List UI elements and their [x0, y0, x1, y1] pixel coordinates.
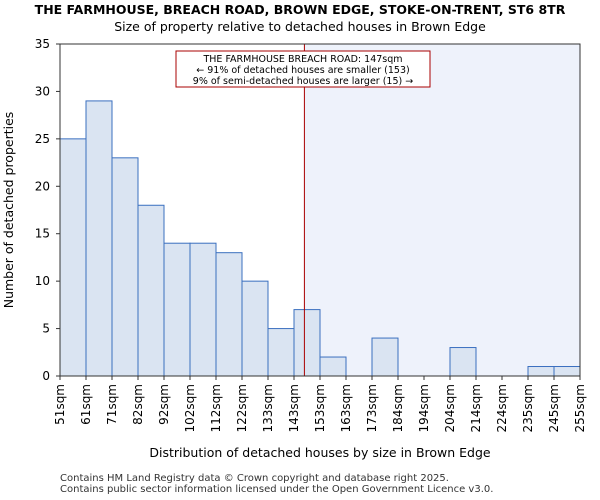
larger-region-highlight: [304, 44, 580, 376]
y-axis-ticks: 0 5 10 15 20 25 30 35: [35, 37, 60, 383]
x-tick-label: 235sqm: [521, 384, 535, 432]
x-tick-label: 82sqm: [131, 384, 145, 425]
bar-102sqm: [189, 242, 217, 377]
x-tick-label: 61sqm: [79, 384, 93, 425]
y-tick-label: 25: [35, 132, 50, 146]
bar-153sqm: [319, 356, 347, 377]
bar-245sqm: [553, 366, 581, 377]
footer-line-1: Contains HM Land Registry data © Crown c…: [60, 473, 449, 484]
bar-122sqm: [241, 280, 269, 377]
bars-group: [59, 100, 581, 377]
x-tick-label: 255sqm: [573, 384, 587, 432]
chart-subtitle: Size of property relative to detached ho…: [114, 19, 486, 34]
x-tick-label: 92sqm: [157, 384, 171, 425]
x-tick-label: 224sqm: [495, 384, 509, 432]
bar-133sqm: [267, 328, 295, 377]
y-tick-label: 15: [35, 227, 50, 241]
annotation-line-2: ← 91% of detached houses are smaller (15…: [196, 65, 409, 76]
x-tick-label: 194sqm: [417, 384, 431, 432]
x-tick-label: 143sqm: [287, 384, 301, 432]
bar-204sqm: [449, 347, 477, 377]
y-axis-label: Number of detached properties: [1, 112, 16, 309]
x-tick-label: 122sqm: [235, 384, 249, 432]
bar-143sqm: [293, 309, 321, 377]
y-tick-label: 20: [35, 179, 50, 193]
x-tick-label: 102sqm: [183, 384, 197, 432]
footer-line-2: Contains public sector information licen…: [60, 484, 494, 495]
x-axis-ticks: 51sqm 61sqm 71sqm 82sqm 92sqm 102sqm 112sqm 122…: [53, 376, 587, 432]
bar-112sqm: [215, 252, 243, 377]
x-tick-label: 112sqm: [209, 384, 223, 432]
x-tick-label: 214sqm: [469, 384, 483, 432]
x-tick-label: 204sqm: [443, 384, 457, 432]
x-tick-label: 173sqm: [365, 384, 379, 432]
x-tick-label: 153sqm: [313, 384, 327, 432]
bar-71sqm: [111, 157, 139, 377]
bar-61sqm: [85, 100, 113, 377]
x-tick-label: 163sqm: [339, 384, 353, 432]
bar-51sqm: [59, 138, 87, 377]
y-tick-label: 35: [35, 37, 50, 51]
x-axis-label: Distribution of detached houses by size …: [149, 445, 491, 460]
annotation-box: THE FARMHOUSE BREACH ROAD: 147sqm ← 91% …: [175, 50, 431, 88]
x-tick-label: 51sqm: [53, 384, 67, 425]
bar-82sqm: [137, 204, 165, 377]
y-tick-label: 10: [35, 274, 50, 288]
annotation-line-3: 9% of semi-detached houses are larger (1…: [193, 76, 413, 87]
y-tick-label: 0: [42, 369, 50, 383]
y-tick-label: 5: [42, 322, 50, 336]
bar-92sqm: [163, 242, 191, 377]
y-tick-label: 30: [35, 84, 50, 98]
bar-235sqm: [527, 366, 555, 377]
annotation-frame: [175, 50, 431, 88]
bar-173sqm: [371, 337, 399, 377]
annotation-line-1: THE FARMHOUSE BREACH ROAD: 147sqm: [202, 54, 402, 65]
x-tick-label: 245sqm: [547, 384, 561, 432]
x-tick-label: 71sqm: [105, 384, 119, 425]
x-tick-label: 184sqm: [391, 384, 405, 432]
chart-title: THE FARMHOUSE, BREACH ROAD, BROWN EDGE, …: [34, 2, 566, 17]
x-tick-label: 133sqm: [261, 384, 275, 432]
